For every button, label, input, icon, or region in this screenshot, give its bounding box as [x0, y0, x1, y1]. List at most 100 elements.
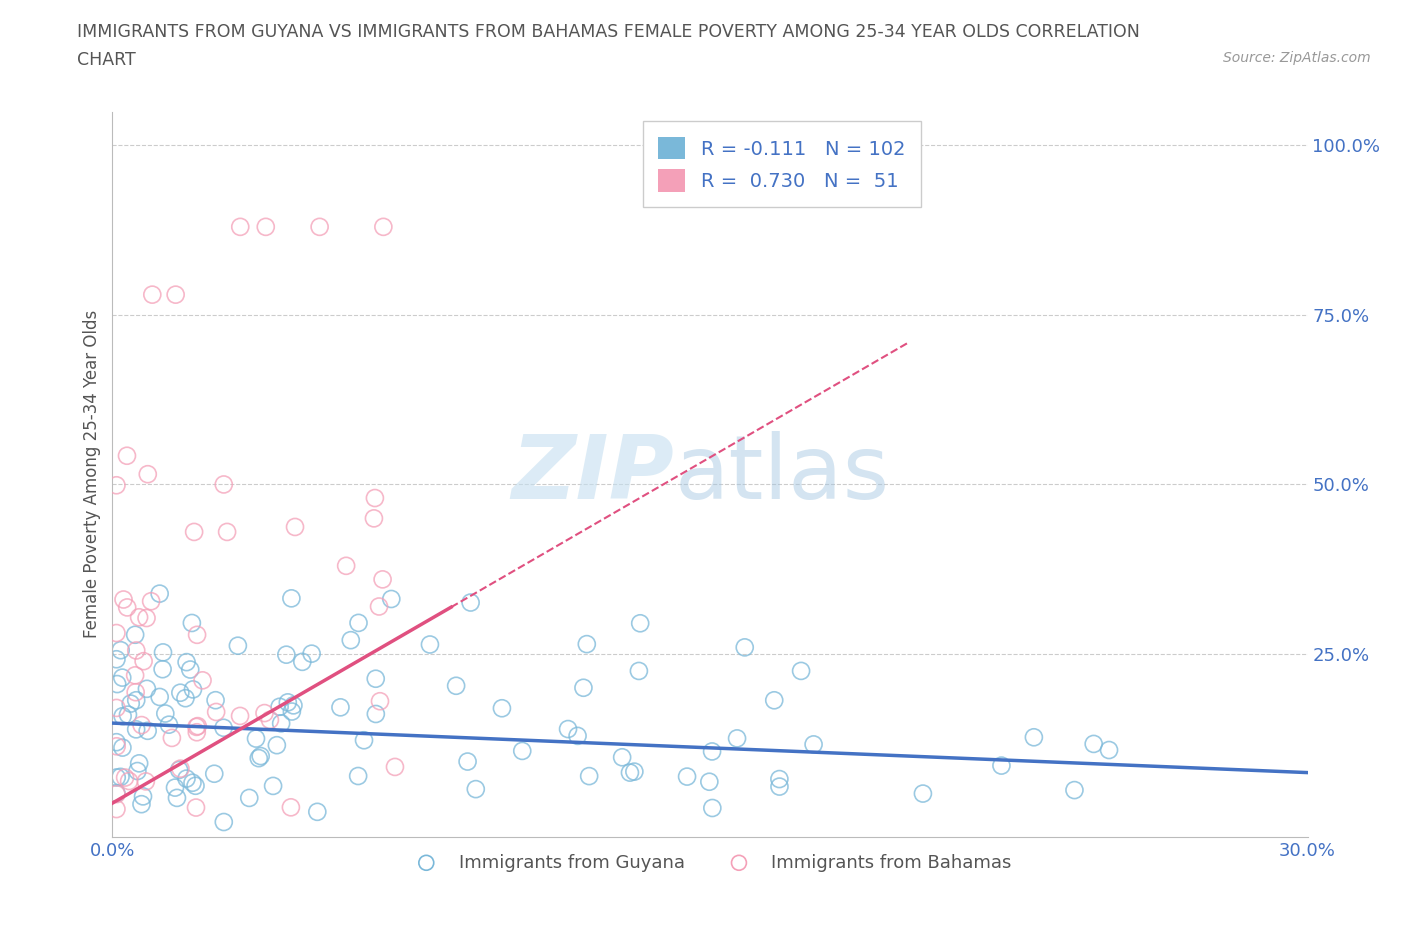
- Point: [179, 662, 201, 677]
- Point: [339, 632, 361, 647]
- Point: [105, 787, 128, 802]
- Point: [125, 722, 148, 737]
- Point: [254, 219, 277, 234]
- Point: [111, 740, 134, 755]
- Point: [125, 693, 148, 708]
- Point: [276, 647, 298, 662]
- Point: [186, 720, 208, 735]
- Point: [247, 751, 270, 765]
- Point: [259, 712, 281, 727]
- Point: [105, 786, 128, 801]
- Point: [136, 724, 159, 738]
- Point: [176, 655, 198, 670]
- Point: [1063, 783, 1085, 798]
- Point: [205, 705, 228, 720]
- Point: [307, 804, 329, 819]
- Point: [226, 638, 249, 653]
- Point: [181, 682, 204, 697]
- Point: [132, 789, 155, 804]
- Text: CHART: CHART: [77, 51, 136, 69]
- Point: [202, 766, 225, 781]
- Point: [249, 749, 271, 764]
- Point: [163, 780, 186, 795]
- Point: [347, 768, 370, 783]
- Point: [329, 700, 352, 715]
- Point: [702, 801, 724, 816]
- Point: [186, 724, 208, 739]
- Point: [280, 800, 302, 815]
- Point: [132, 654, 155, 669]
- Point: [117, 707, 139, 722]
- Point: [676, 769, 699, 784]
- Point: [105, 735, 128, 750]
- Point: [115, 448, 138, 463]
- Point: [335, 558, 357, 573]
- Point: [128, 756, 150, 771]
- Point: [768, 772, 790, 787]
- Point: [364, 491, 387, 506]
- Point: [131, 718, 153, 733]
- Point: [135, 774, 157, 789]
- Point: [567, 728, 589, 743]
- Point: [280, 591, 302, 605]
- Point: [184, 778, 207, 793]
- Point: [229, 219, 252, 234]
- Point: [610, 750, 633, 764]
- Point: [139, 593, 162, 608]
- Point: [167, 763, 190, 777]
- Point: [186, 628, 208, 643]
- Point: [557, 722, 579, 737]
- Point: [105, 802, 128, 817]
- Point: [457, 754, 479, 769]
- Point: [277, 695, 299, 710]
- Point: [253, 706, 276, 721]
- Point: [281, 704, 304, 719]
- Point: [120, 697, 142, 711]
- Point: [763, 693, 786, 708]
- Point: [790, 663, 813, 678]
- Point: [510, 743, 533, 758]
- Point: [308, 219, 330, 234]
- Point: [124, 684, 146, 699]
- Point: [1083, 737, 1105, 751]
- Point: [384, 760, 406, 775]
- Point: [135, 611, 157, 626]
- Point: [575, 637, 598, 652]
- Point: [291, 655, 314, 670]
- Point: [184, 800, 207, 815]
- Point: [364, 671, 387, 686]
- Point: [174, 691, 197, 706]
- Point: [127, 764, 149, 778]
- Point: [183, 525, 205, 539]
- Point: [110, 769, 132, 784]
- Point: [181, 776, 204, 790]
- Point: [131, 797, 153, 812]
- Point: [169, 761, 191, 776]
- Point: [212, 477, 235, 492]
- Point: [444, 678, 467, 693]
- Point: [160, 730, 183, 745]
- Point: [460, 595, 482, 610]
- Point: [364, 707, 387, 722]
- Point: [572, 681, 595, 696]
- Point: [368, 694, 391, 709]
- Point: [124, 628, 146, 643]
- Point: [110, 643, 132, 658]
- Point: [725, 731, 748, 746]
- Text: ZIP: ZIP: [512, 431, 675, 518]
- Point: [491, 701, 513, 716]
- Point: [180, 616, 202, 631]
- Point: [283, 698, 305, 712]
- Point: [149, 689, 172, 704]
- Point: [152, 662, 174, 677]
- Point: [353, 733, 375, 748]
- Point: [212, 815, 235, 830]
- Text: atlas: atlas: [675, 431, 890, 518]
- Point: [149, 586, 172, 601]
- Point: [155, 706, 177, 721]
- Point: [204, 693, 226, 708]
- Point: [105, 626, 128, 641]
- Point: [619, 765, 641, 780]
- Point: [169, 685, 191, 700]
- Point: [238, 790, 260, 805]
